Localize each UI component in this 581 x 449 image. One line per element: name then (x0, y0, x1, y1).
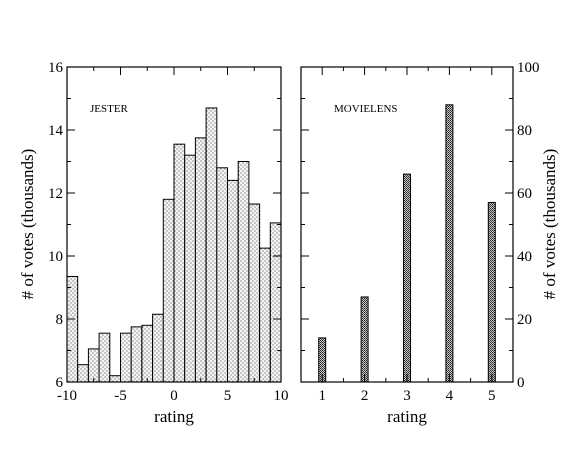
x-tick-label: 5 (224, 388, 232, 404)
jester-bar (77, 364, 89, 383)
y-tick-label: 6 (56, 375, 64, 391)
y-tick-label: 80 (517, 123, 532, 139)
movielens-panel: 1 2 3 4 5 0 20 40 60 80 100 MOVIELENS rating # of … (300, 60, 559, 426)
movielens-bar (445, 104, 454, 383)
y-tick-label: 20 (517, 312, 532, 328)
jester-bar (248, 203, 261, 383)
jester-bar (227, 179, 239, 383)
x-tick-label: 5 (488, 388, 496, 404)
movielens-ylabel: # of votes (thousands) (540, 149, 559, 300)
y-tick-label: 16 (48, 60, 64, 76)
jester-bar (130, 326, 143, 383)
jester-bar (184, 154, 196, 383)
jester-title: JESTER (90, 103, 129, 115)
jester-bar (237, 161, 250, 383)
x-tick-label: -5 (114, 388, 127, 404)
jester-bar (87, 348, 100, 383)
jester-bar (141, 324, 154, 383)
movielens-ticks: 1 2 3 4 5 0 20 40 60 80 100 (301, 60, 540, 404)
x-tick-label: 3 (403, 388, 411, 404)
jester-bar (216, 167, 229, 383)
y-tick-label: 60 (517, 186, 532, 202)
x-tick-label: 10 (274, 388, 289, 404)
jester-bar (98, 332, 111, 383)
y-tick-label: 12 (48, 186, 63, 202)
jester-bar (109, 375, 122, 383)
y-tick-label: 0 (517, 375, 525, 391)
x-tick-label: 4 (446, 388, 454, 404)
jester-panel: -10 -5 0 5 10 6 8 10 12 14 16 JESTER rating # of v… (18, 60, 289, 426)
y-tick-label: 14 (48, 123, 64, 139)
y-tick-label: 100 (517, 60, 540, 76)
jester-bar (205, 107, 218, 383)
movielens-xlabel: rating (387, 407, 427, 426)
x-tick-label: 1 (318, 388, 326, 404)
y-tick-label: 40 (517, 249, 532, 265)
jester-bar (66, 275, 79, 383)
jester-bar (173, 143, 186, 383)
x-tick-label: 0 (170, 388, 178, 404)
x-tick-label: -10 (57, 388, 77, 404)
jester-bar (152, 313, 164, 383)
jester-ticks: -10 -5 0 5 10 6 8 10 12 14 16 (48, 60, 289, 404)
movielens-bar (403, 173, 411, 383)
x-tick-label: 2 (361, 388, 369, 404)
y-tick-label: 10 (48, 249, 63, 265)
jester-bar (259, 247, 271, 383)
movielens-bar (487, 201, 496, 383)
jester-bars (66, 107, 282, 383)
y-tick-label: 8 (56, 312, 64, 328)
jester-bar (269, 222, 282, 383)
movielens-title: MOVIELENS (334, 103, 398, 115)
jester-bar (120, 332, 132, 383)
movielens-bar (360, 296, 369, 383)
jester-bar (162, 198, 175, 383)
movielens-bars (318, 104, 496, 383)
jester-xlabel: rating (154, 407, 194, 426)
jester-bar (194, 137, 207, 383)
jester-ylabel: # of votes (thousands) (18, 149, 37, 300)
